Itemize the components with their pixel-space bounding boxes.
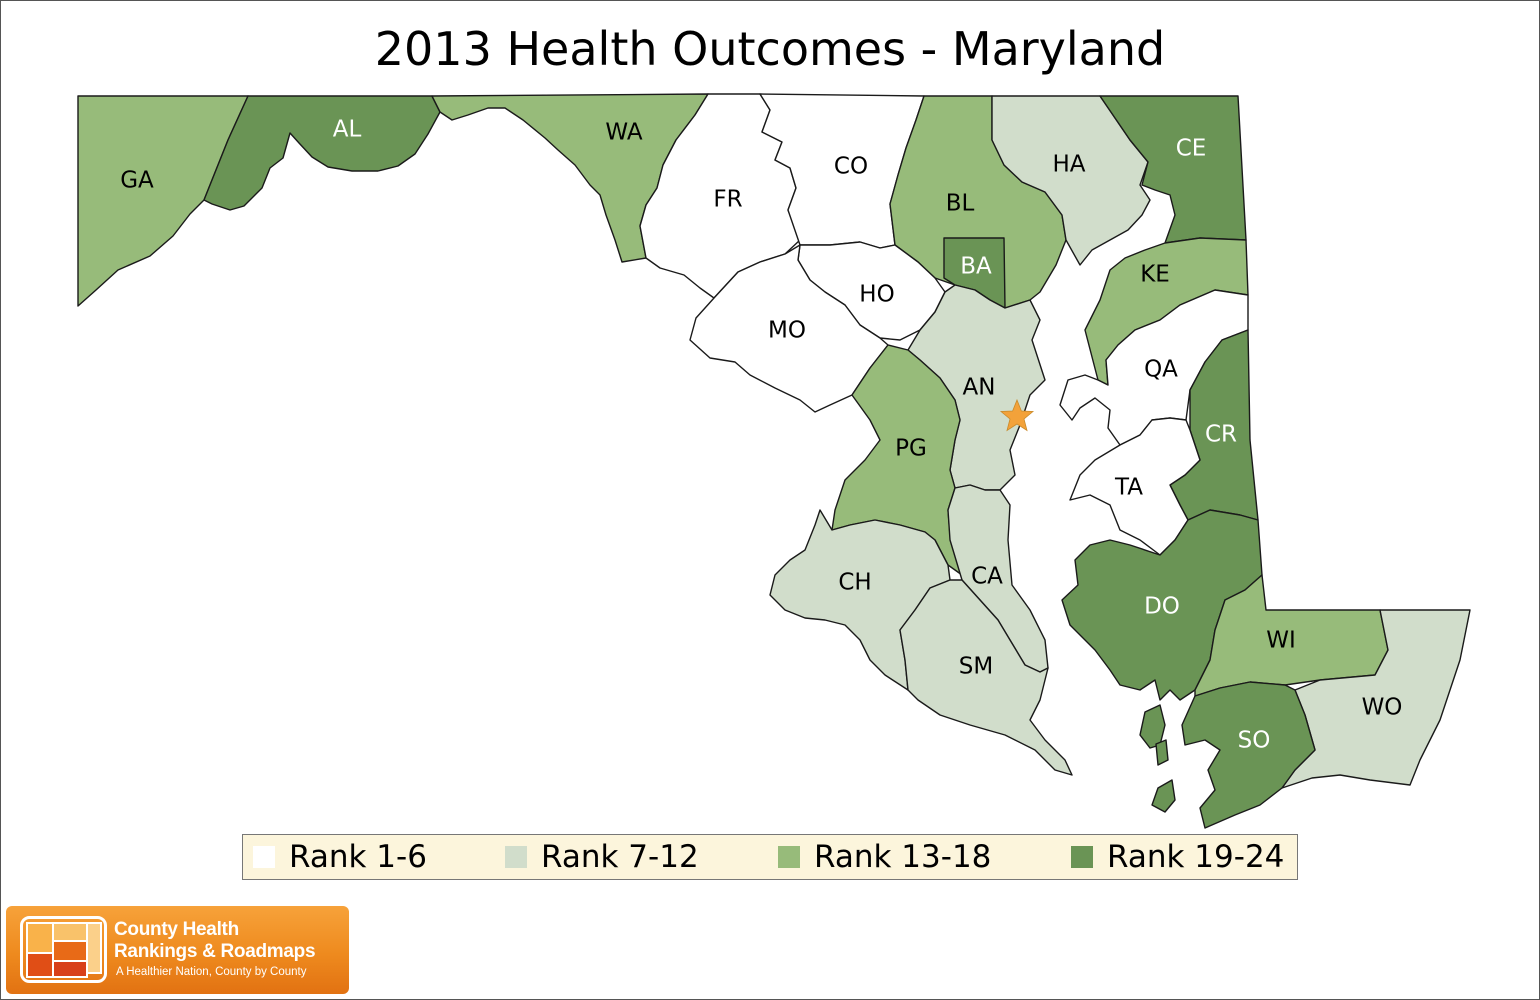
legend-label: Rank 19-24 (1107, 839, 1285, 875)
county-label-an: AN (963, 375, 996, 401)
logo-title-line2: Rankings & Roadmaps (114, 941, 316, 962)
county-label-wa: WA (605, 120, 642, 146)
county-label-co: CO (834, 154, 868, 180)
county-label-wi: WI (1266, 628, 1296, 654)
island-somerset (1151, 779, 1176, 813)
county-wi[interactable] (1194, 574, 1389, 697)
legend-item-rank-19-24: Rank 19-24 (1071, 835, 1284, 879)
map-legend: Rank 1-6 Rank 7-12 Rank 13-18 Rank 19-24 (242, 834, 1298, 880)
county-label-ch: CH (838, 570, 871, 596)
legend-swatch (505, 846, 527, 868)
rankings-logo-mark-icon (20, 916, 107, 983)
legend-label: Rank 1-6 (289, 839, 427, 875)
county-label-ha: HA (1052, 152, 1085, 178)
county-label-bl: BL (946, 191, 975, 217)
county-so[interactable] (1181, 681, 1316, 829)
county-wo[interactable] (1281, 609, 1471, 789)
logo-tagline: A Healthier Nation, County by County (116, 966, 307, 978)
legend-swatch (778, 846, 800, 868)
county-label-so: SO (1238, 728, 1271, 754)
county-health-rankings-logo[interactable]: County Health Rankings & Roadmaps A Heal… (6, 906, 349, 994)
legend-label: Rank 13-18 (814, 839, 992, 875)
island-dorchester-b (1155, 739, 1169, 766)
legend-item-rank-7-12: Rank 7-12 (505, 835, 699, 879)
county-label-ta: TA (1114, 475, 1143, 501)
legend-label: Rank 7-12 (541, 839, 699, 875)
county-label-ke: KE (1140, 262, 1170, 288)
county-label-sm: SM (959, 654, 993, 680)
county-label-al: AL (333, 117, 362, 143)
map-title: 2013 Health Outcomes - Maryland (374, 22, 1166, 76)
county-label-ho: HO (859, 282, 894, 308)
county-label-ca: CA (971, 564, 1003, 590)
legend-item-rank-1-6: Rank 1-6 (253, 835, 427, 879)
legend-item-rank-13-18: Rank 13-18 (778, 835, 991, 879)
county-label-ba: BA (960, 254, 992, 280)
logo-title-line1: County Health (114, 919, 239, 940)
county-label-fr: FR (713, 187, 742, 213)
county-label-qa: QA (1144, 357, 1178, 383)
county-label-mo: MO (768, 318, 806, 344)
county-label-cr: CR (1205, 422, 1237, 448)
state-capital-star-icon (999, 398, 1035, 432)
county-al[interactable] (203, 95, 441, 211)
county-label-wo: WO (1362, 695, 1403, 721)
county-label-ga: GA (120, 168, 154, 194)
county-sm[interactable] (899, 579, 1073, 776)
county-label-do: DO (1144, 594, 1180, 620)
county-label-pg: PG (895, 436, 927, 462)
legend-swatch (253, 846, 275, 868)
legend-swatch (1071, 846, 1093, 868)
county-label-ce: CE (1176, 136, 1207, 162)
county-ch[interactable] (769, 509, 951, 691)
